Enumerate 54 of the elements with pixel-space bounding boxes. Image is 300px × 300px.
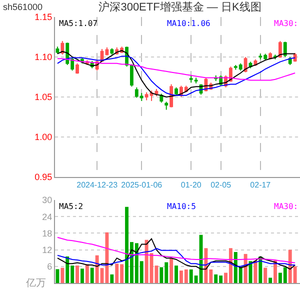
bar bbox=[274, 260, 277, 283]
text: MA30: bbox=[274, 202, 298, 211]
y-tick-label: 24 bbox=[42, 212, 52, 222]
y-tick-label: 1.15 bbox=[34, 12, 52, 22]
y-tick-label: 1.05 bbox=[34, 92, 52, 102]
line-series bbox=[56, 236, 296, 264]
bar bbox=[80, 268, 84, 283]
bar bbox=[60, 268, 64, 283]
y-tick-label: 1.10 bbox=[34, 52, 52, 62]
candlestick bbox=[110, 48, 114, 56]
candlestick bbox=[288, 56, 292, 66]
text: MA30: bbox=[274, 19, 298, 28]
y-tick-label: 1.00 bbox=[34, 132, 52, 142]
y-tick-label: 6 bbox=[47, 262, 52, 272]
y-tick-label: 12 bbox=[42, 244, 52, 255]
candlestick bbox=[56, 46, 60, 54]
line-series bbox=[56, 58, 296, 81]
bar bbox=[85, 264, 89, 283]
candlestick bbox=[293, 52, 297, 62]
candlestick bbox=[174, 86, 178, 96]
candlestick bbox=[278, 40, 282, 58]
x-tick-label: 02-17 bbox=[250, 180, 272, 190]
x-tick-label: 2024-12-23 bbox=[76, 180, 118, 190]
bar bbox=[264, 268, 268, 283]
bar bbox=[174, 266, 178, 283]
line-series bbox=[56, 248, 296, 267]
text: MA5:1.07 bbox=[59, 19, 98, 28]
line-series bbox=[56, 238, 296, 270]
text: MA10:5 bbox=[167, 202, 196, 211]
x-tick-label: 2025-01-06 bbox=[121, 180, 163, 190]
chart-subtitle: sh561000 bbox=[3, 2, 43, 12]
bar bbox=[90, 268, 94, 283]
y-tick-label: 0.95 bbox=[34, 172, 52, 182]
y-axis-title: 亿万 bbox=[25, 278, 46, 289]
bar bbox=[76, 266, 80, 283]
text: MA10:1.06 bbox=[167, 19, 211, 28]
candlestick bbox=[60, 40, 64, 56]
x-tick-label: 01-20 bbox=[180, 180, 202, 190]
candlestick bbox=[76, 62, 79, 74]
candlestick bbox=[130, 64, 134, 88]
bar bbox=[268, 278, 272, 283]
bar bbox=[110, 274, 114, 283]
bar bbox=[170, 258, 174, 283]
candlestick bbox=[283, 41, 287, 58]
y-tick-label: 18 bbox=[42, 228, 52, 238]
bar bbox=[56, 269, 60, 283]
chart-title: 沪深300ETF增强基金 — 日K线图 bbox=[98, 0, 262, 14]
candlestick bbox=[170, 84, 174, 108]
bar bbox=[254, 260, 258, 283]
candlestick bbox=[164, 101, 168, 110]
y-tick-label: 30 bbox=[42, 195, 52, 206]
x-tick-label: 02-05 bbox=[210, 180, 232, 190]
text: MA5:2 bbox=[59, 202, 84, 211]
candlestick bbox=[244, 56, 248, 73]
